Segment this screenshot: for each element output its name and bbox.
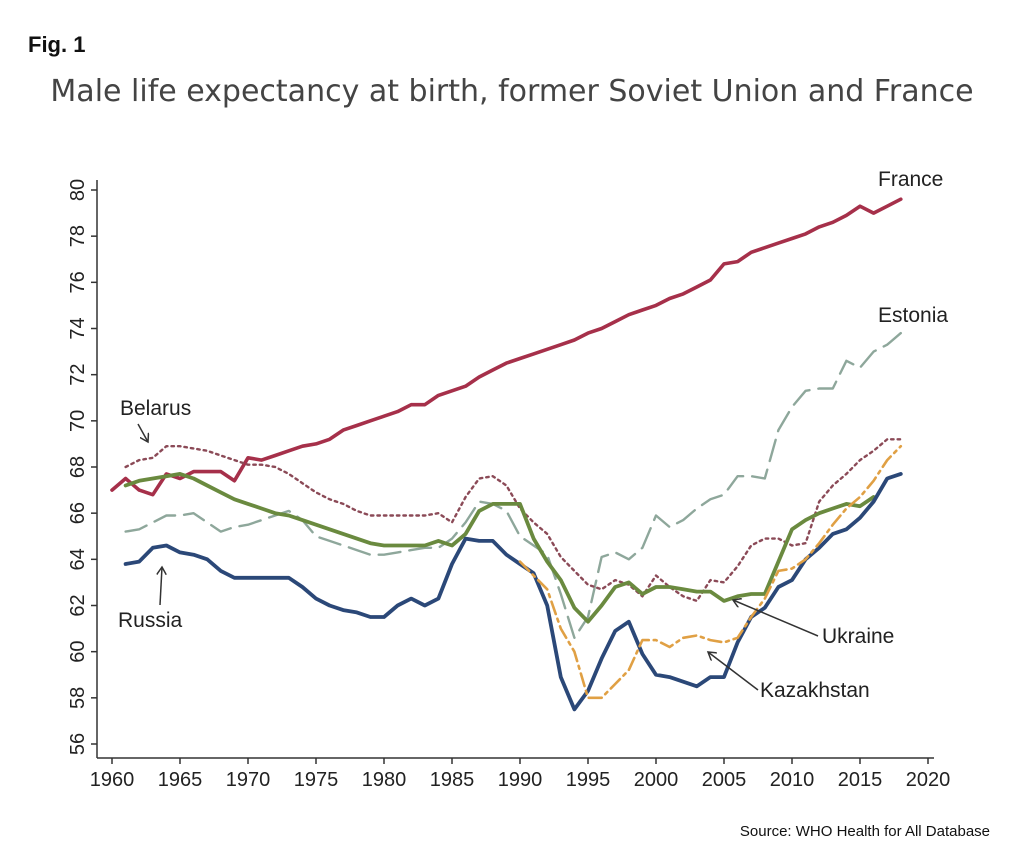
y-tick-label: 72 <box>67 364 89 386</box>
source-note: Source: WHO Health for All Database <box>739 823 990 840</box>
label-kazakhstan: Kazakhstan <box>760 679 870 702</box>
x-tick-label: 2000 <box>634 769 679 791</box>
arrow-kazakhstan <box>708 652 759 691</box>
chart-annotations: France Estonia Belarus Russia Ukraine Kazakhs… <box>118 168 948 702</box>
x-tick-label: 1960 <box>90 769 135 791</box>
label-ukraine: Ukraine <box>822 625 894 648</box>
y-tick-label: 58 <box>67 687 89 709</box>
x-tick-label: 1975 <box>294 769 339 791</box>
arrow-belarus <box>137 423 148 442</box>
x-tick-label: 1980 <box>362 769 407 791</box>
label-belarus: Belarus <box>120 397 191 420</box>
series-line-belarus <box>124 438 902 603</box>
x-tick-label: 1995 <box>566 769 611 791</box>
y-tick-label: 80 <box>67 179 89 201</box>
y-tick-label: 60 <box>67 641 89 663</box>
x-tick-label: 1985 <box>430 769 475 791</box>
series-line-kazakhstan <box>518 444 903 700</box>
y-tick-label: 62 <box>67 594 89 616</box>
arrow-russia <box>160 567 162 606</box>
x-tick-label: 1990 <box>498 769 543 791</box>
series-line-france <box>110 197 903 497</box>
chart-series-lines <box>110 197 903 712</box>
chart-axes: 56 58 60 62 64 66 68 70 72 74 76 78 80 1960 1965 1970 19… <box>67 179 950 791</box>
label-estonia: Estonia <box>878 304 948 327</box>
x-tick-label: 1970 <box>226 769 271 791</box>
y-tick-label: 70 <box>67 410 89 432</box>
series-line-ukraine <box>123 471 876 624</box>
y-tick-label: 66 <box>67 502 89 524</box>
y-tick-label: 68 <box>67 456 89 478</box>
label-france: France <box>878 168 943 191</box>
series-line-estonia <box>124 331 902 639</box>
x-tick-label: 2015 <box>838 769 883 791</box>
y-tick-label: 76 <box>67 271 89 293</box>
chart-title: Male life expectancy at birth, former So… <box>50 74 974 109</box>
series-line-russia <box>123 471 903 712</box>
arrow-ukraine <box>733 600 819 637</box>
label-russia: Russia <box>118 609 183 632</box>
y-tick-label: 74 <box>67 317 89 339</box>
x-tick-label: 2020 <box>906 769 951 791</box>
x-tick-label: 2005 <box>702 769 747 791</box>
y-tick-label: 78 <box>67 225 89 247</box>
x-tick-label: 1965 <box>158 769 203 791</box>
y-tick-label: 64 <box>67 548 89 570</box>
figure-label: Fig. 1 <box>28 32 86 57</box>
x-tick-label: 2010 <box>770 769 815 791</box>
y-tick-label: 56 <box>67 733 89 755</box>
